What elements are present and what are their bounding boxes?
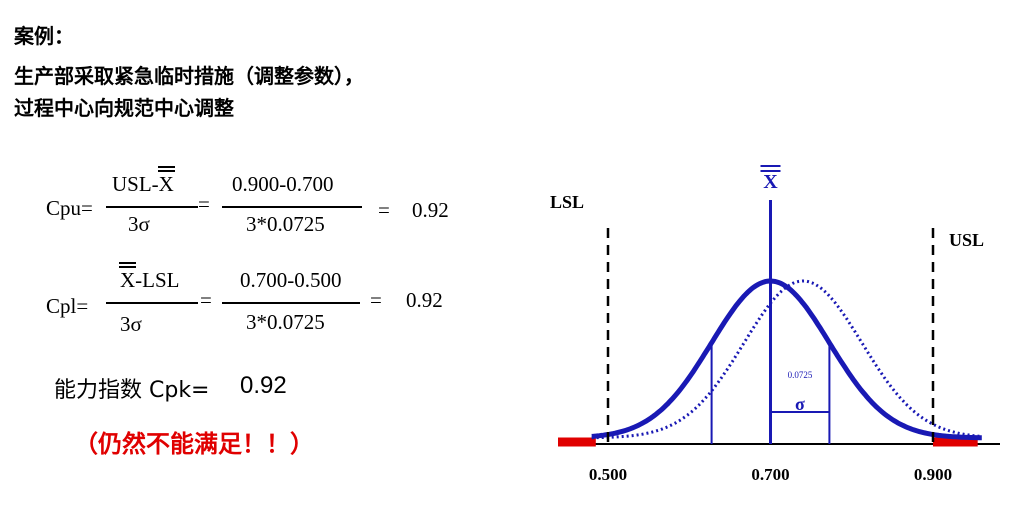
cpu-fraction-line bbox=[106, 206, 198, 208]
cpu-equals-1: = bbox=[198, 192, 210, 216]
cpl-equals-2: = bbox=[370, 288, 382, 312]
sigma-label: σ bbox=[795, 394, 805, 414]
cpu-usl-text: USL- bbox=[112, 172, 159, 196]
cpl-equals-1: = bbox=[200, 288, 212, 312]
current-distribution-curve bbox=[591, 278, 982, 441]
cpk-label: 能力指数 Cpk= bbox=[54, 378, 210, 403]
case-description-line1: 生产部采取紧急临时措施（调整参数）， bbox=[14, 64, 364, 88]
mean-label: X bbox=[763, 171, 778, 193]
x-tick-label: 0.500 bbox=[589, 465, 627, 484]
x-tick-label: 0.700 bbox=[751, 465, 789, 484]
cpu-label: Cpu= bbox=[46, 196, 93, 220]
cpu-denominator-values: 3*0.0725 bbox=[246, 212, 325, 236]
cpl-result: 0.92 bbox=[406, 288, 443, 312]
case-description-line2: 过程中心向规范中心调整 bbox=[14, 96, 234, 120]
cpl-denominator-values: 3*0.0725 bbox=[246, 310, 325, 334]
cpu-fraction-line-2 bbox=[222, 206, 362, 208]
still-not-satisfied-note: （仍然不能满足！！） bbox=[74, 430, 314, 458]
cpu-xbar: X bbox=[157, 166, 176, 196]
cpl-lsl-text: -LSL bbox=[135, 268, 180, 292]
cpu-numerator: USL-X bbox=[112, 166, 176, 197]
cpu-equals-2: = bbox=[378, 198, 390, 222]
lsl-label: LSL bbox=[550, 192, 584, 212]
normal-distribution-chart: LSL USL X 0.0725 σ 0.500 0.700 0.900 bbox=[550, 165, 1000, 484]
cpk-value: 0.92 bbox=[240, 372, 287, 399]
sigma-value-label: 0.0725 bbox=[788, 370, 813, 380]
shifted-distribution-curve bbox=[591, 279, 982, 440]
cpl-fraction-line-2 bbox=[222, 302, 360, 304]
cpl-fraction-line bbox=[106, 302, 198, 304]
cpl-label: Cpl= bbox=[46, 294, 89, 318]
cpu-denominator: 3σ bbox=[128, 212, 150, 236]
cpu-result: 0.92 bbox=[412, 198, 449, 222]
cpl-denominator: 3σ bbox=[120, 312, 142, 336]
cpu-numerator-values: 0.900-0.700 bbox=[232, 172, 334, 196]
usl-label: USL bbox=[949, 230, 984, 250]
x-tick-label: 0.900 bbox=[914, 465, 952, 484]
cpl-numerator: X-LSL bbox=[118, 262, 180, 293]
cpl-numerator-values: 0.700-0.500 bbox=[240, 268, 342, 292]
cpl-xbar: X bbox=[118, 262, 137, 292]
case-heading: 案例： bbox=[14, 24, 74, 48]
